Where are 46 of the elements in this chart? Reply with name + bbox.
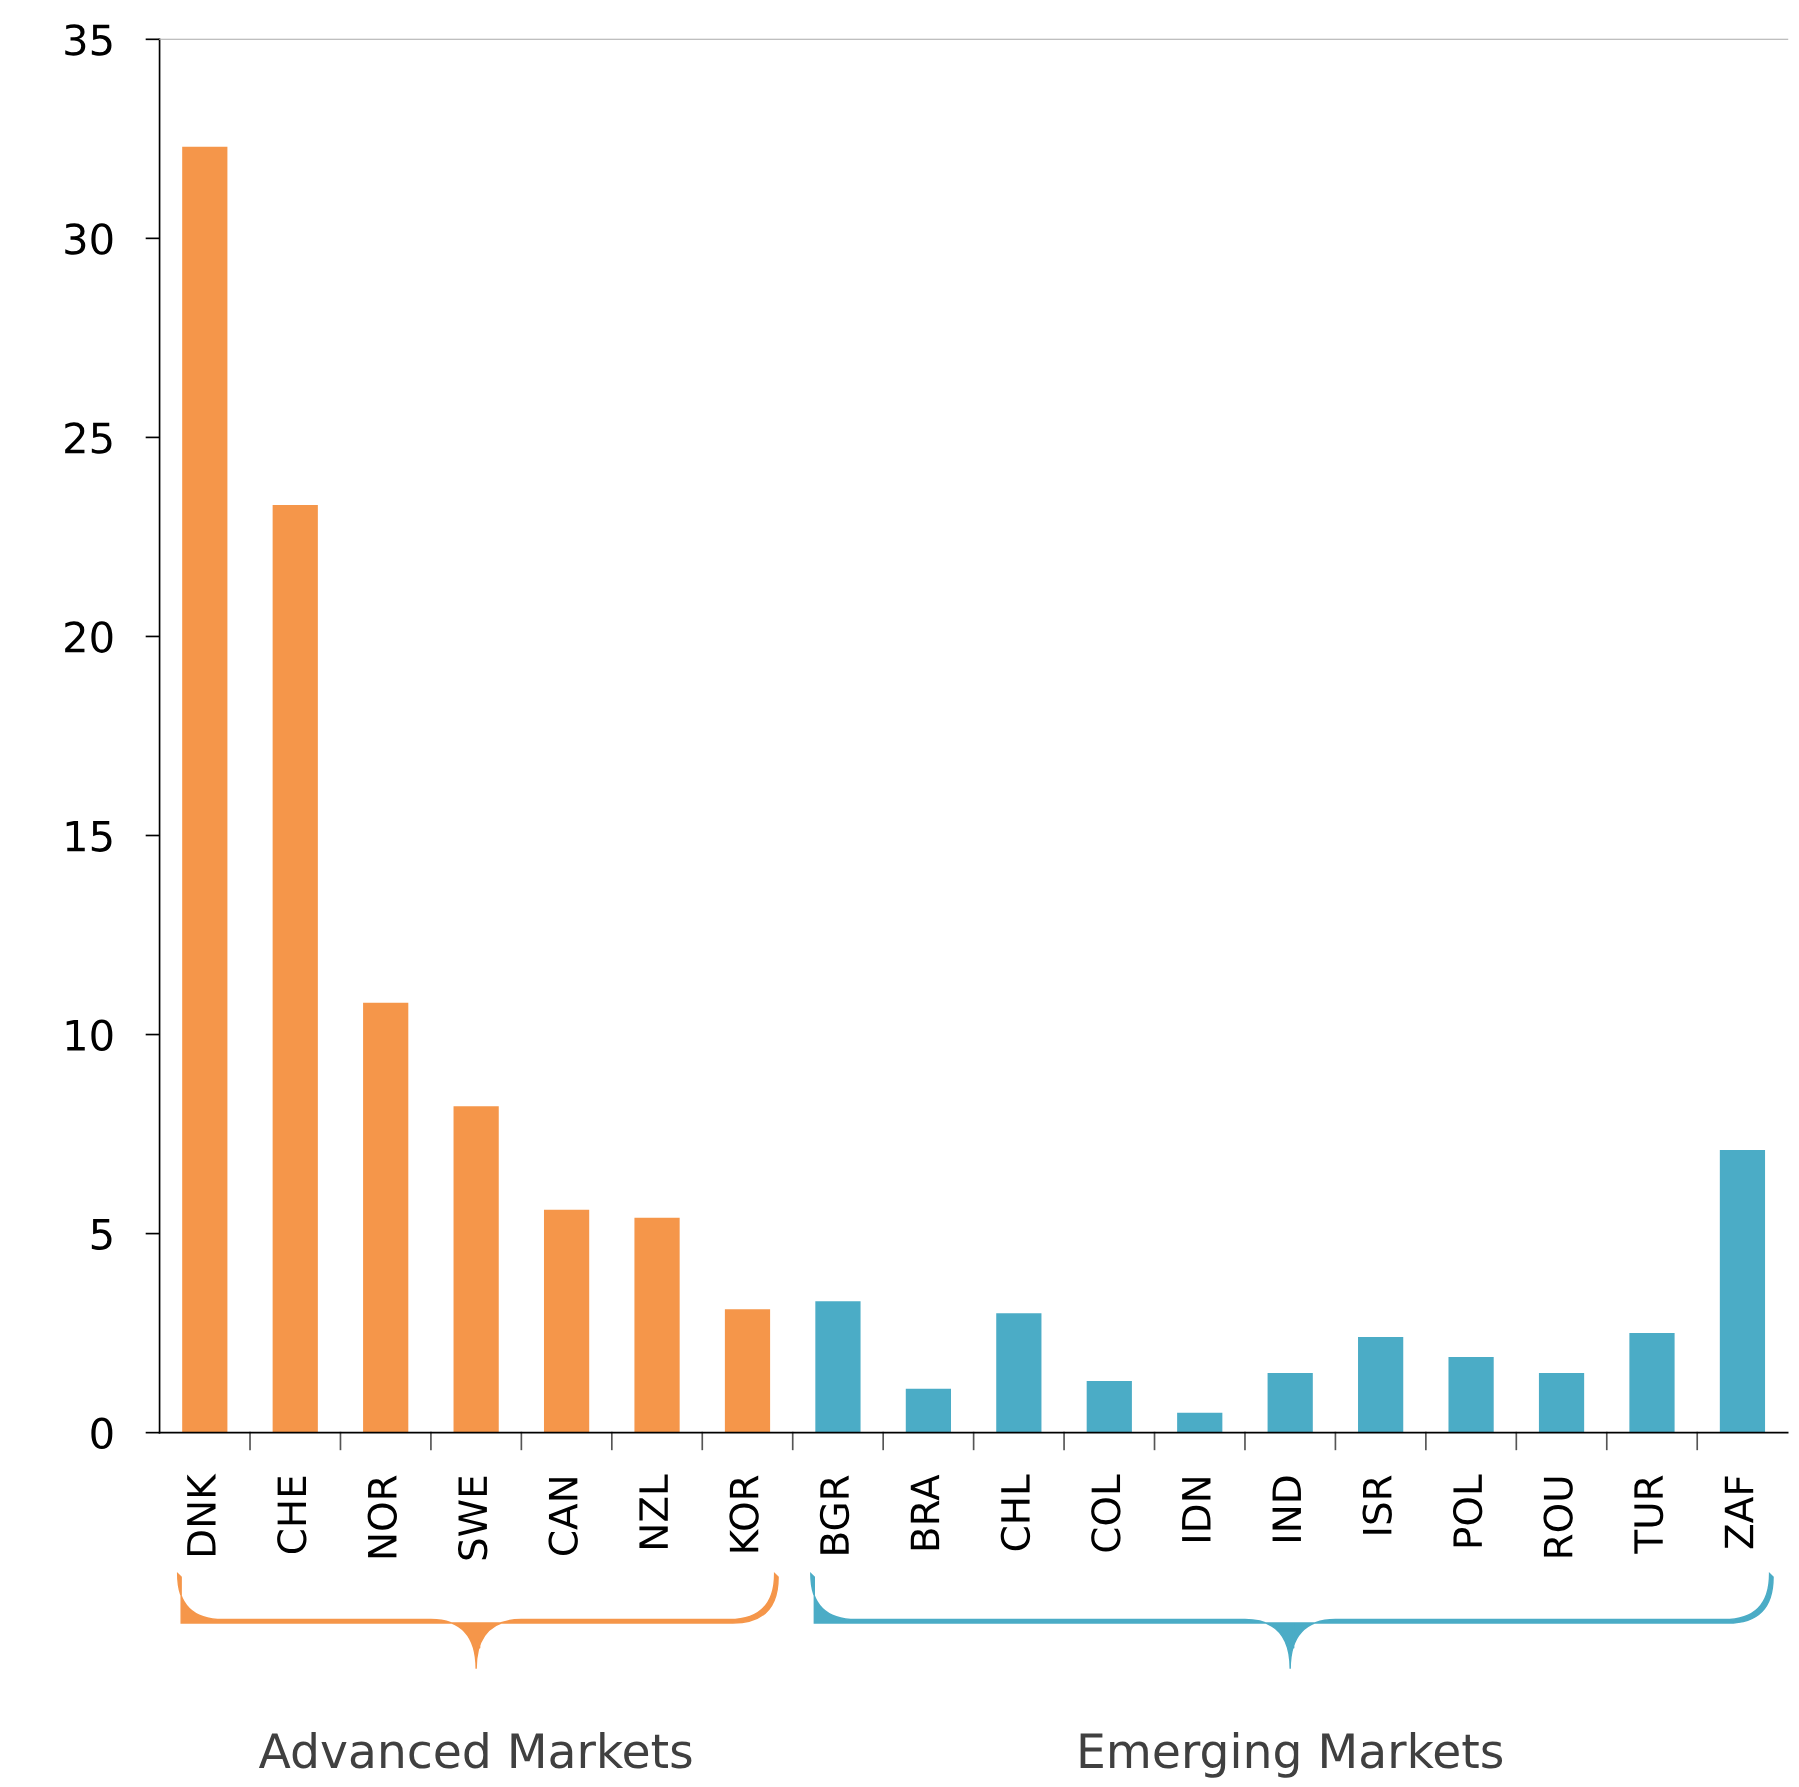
y-tick-label: 20 (65, 621, 113, 653)
x-tick-label: IDN (1182, 1478, 1211, 1541)
y-tick-label: 15 (66, 820, 112, 852)
bar (1629, 1333, 1675, 1433)
y-tick-label: 35 (65, 24, 112, 56)
x-tick-label: BGR (819, 1475, 850, 1554)
bar (815, 1301, 861, 1433)
bar (272, 505, 318, 1433)
text: Emerging Markets (1080, 1732, 1503, 1778)
y-tick-label: 25 (65, 422, 112, 454)
bar (905, 1388, 952, 1433)
bar (634, 1217, 680, 1433)
bar (1086, 1380, 1132, 1433)
x-tick-label: SWE (458, 1476, 488, 1560)
x-tick-label: ZAF (1724, 1476, 1754, 1549)
x-tick-label: KOR (729, 1475, 759, 1552)
y-tick-label: 10 (66, 1019, 113, 1051)
y-tick-label: 30 (65, 223, 113, 255)
x-tick-label: ROU (1543, 1477, 1573, 1557)
x-tick-label: COL (1091, 1474, 1121, 1552)
bar (363, 1002, 409, 1433)
x-tick-label: NOR (367, 1475, 397, 1558)
x-tick-label: BRA (910, 1474, 940, 1550)
bar (724, 1309, 771, 1433)
bar (453, 1106, 499, 1433)
x-tick-label: NZL (639, 1474, 668, 1548)
bar (1177, 1412, 1223, 1433)
x-tick-label: POL (1452, 1474, 1483, 1547)
bar (1358, 1337, 1404, 1433)
text: Advanced Markets (258, 1732, 692, 1769)
x-tick-label: ISR (1362, 1475, 1392, 1534)
bar (1267, 1372, 1313, 1433)
y-tick-label: 0 (91, 1417, 113, 1450)
x-tick-label: CAN (548, 1478, 578, 1555)
x-tick-label: IND (1272, 1476, 1301, 1541)
bar (996, 1313, 1042, 1433)
x-tick-label: CHL (1000, 1474, 1031, 1551)
bar (182, 146, 228, 1433)
bar (1448, 1357, 1494, 1433)
x-tick-label: CHE (277, 1476, 307, 1554)
bar (1719, 1149, 1766, 1433)
y-tick-label: 5 (91, 1219, 112, 1251)
bar (1538, 1372, 1585, 1433)
x-tick-label: DNK (187, 1473, 216, 1556)
bar (543, 1209, 590, 1433)
x-tick-label: TUR (1634, 1475, 1664, 1554)
